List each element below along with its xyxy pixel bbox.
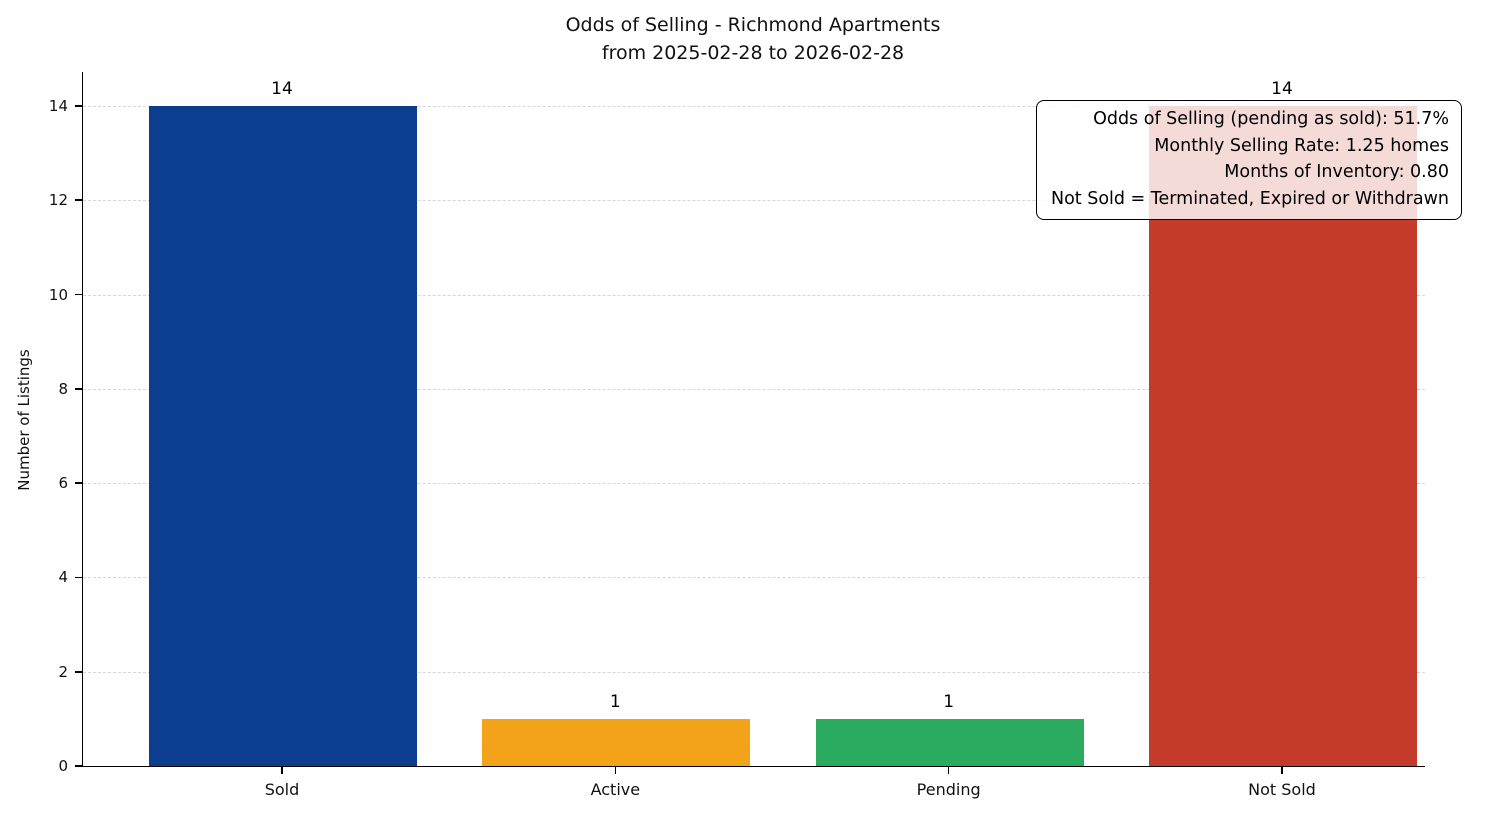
gridline-y-6 bbox=[83, 483, 1425, 485]
x-tick-label-not-sold: Not Sold bbox=[1248, 780, 1316, 799]
chart-title-block: Odds of Selling - Richmond Apartments fr… bbox=[82, 12, 1424, 67]
stats-annotation-box: Odds of Selling (pending as sold): 51.7%… bbox=[1035, 100, 1462, 221]
bar-value-label-not-sold: 14 bbox=[1271, 78, 1293, 99]
y-tick-label-2: 2 bbox=[58, 662, 68, 681]
y-tick-mark-0 bbox=[75, 765, 82, 767]
chart-title: Odds of Selling - Richmond Apartments bbox=[565, 14, 941, 36]
x-tick-label-sold: Sold bbox=[264, 780, 300, 799]
y-tick-label-8: 8 bbox=[58, 379, 68, 398]
bar-sold bbox=[149, 105, 417, 766]
y-tick-label-12: 12 bbox=[48, 191, 68, 210]
annotation-line-odds: Odds of Selling (pending as sold): 51.7% bbox=[1093, 109, 1449, 129]
y-tick-label-10: 10 bbox=[48, 285, 68, 304]
bar-value-label-sold: 14 bbox=[271, 78, 293, 99]
x-tick-mark-not-sold bbox=[1281, 767, 1283, 774]
gridline-y-14 bbox=[83, 105, 1425, 107]
y-tick-label-4: 4 bbox=[58, 568, 68, 587]
y-tick-label-14: 14 bbox=[48, 96, 68, 115]
annotation-line-rate: Monthly Selling Rate: 1.25 homes bbox=[1154, 135, 1449, 156]
bar-active bbox=[482, 718, 751, 766]
chart-subtitle: from 2025-02-28 to 2026-02-28 bbox=[601, 41, 905, 64]
y-tick-mark-10 bbox=[75, 293, 82, 296]
bar-pending bbox=[815, 718, 1084, 766]
gridline-y-12 bbox=[83, 200, 1425, 202]
x-tick-label-active: Active bbox=[590, 780, 641, 799]
gridline-y-2 bbox=[83, 671, 1425, 673]
x-tick-mark-pending bbox=[947, 767, 950, 774]
y-tick-mark-14 bbox=[75, 105, 82, 107]
x-tick-mark-active bbox=[614, 767, 617, 774]
y-tick-mark-8 bbox=[75, 388, 82, 390]
y-tick-label-6: 6 bbox=[58, 474, 68, 493]
x-tick-mark-sold bbox=[281, 767, 283, 774]
gridline-y-10 bbox=[83, 294, 1425, 296]
gridline-y-4 bbox=[83, 577, 1425, 579]
gridline-y-8 bbox=[83, 388, 1425, 390]
x-tick-label-pending: Pending bbox=[916, 780, 981, 799]
y-tick-mark-6 bbox=[75, 482, 82, 484]
y-axis-label: Number of Listings bbox=[15, 349, 33, 491]
y-tick-mark-4 bbox=[75, 576, 82, 579]
annotation-line-inventory: Months of Inventory: 0.80 bbox=[1224, 162, 1449, 183]
y-tick-label-0: 0 bbox=[58, 757, 68, 775]
y-tick-mark-12 bbox=[75, 199, 82, 202]
bar-value-label-pending: 1 bbox=[943, 691, 955, 712]
annotation-line-notsold: Not Sold = Terminated, Expired or Withdr… bbox=[1050, 188, 1449, 209]
bar-value-label-active: 1 bbox=[609, 691, 621, 712]
y-tick-mark-2 bbox=[75, 670, 82, 673]
